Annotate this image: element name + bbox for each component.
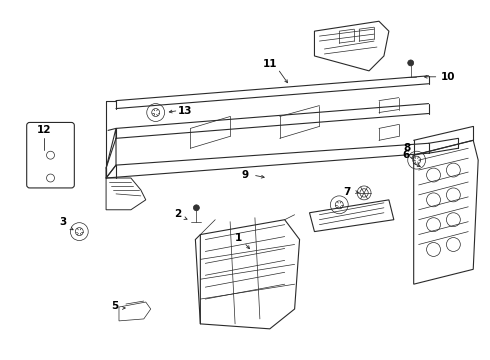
Text: 7: 7 [343, 187, 351, 197]
Text: 3: 3 [60, 217, 67, 227]
Text: 1: 1 [234, 233, 242, 243]
Text: 12: 12 [36, 125, 51, 135]
Text: 13: 13 [178, 105, 193, 116]
Circle shape [194, 205, 199, 211]
Text: 6: 6 [402, 150, 409, 160]
Text: 2: 2 [174, 209, 181, 219]
Text: 10: 10 [441, 72, 456, 82]
Text: 9: 9 [242, 170, 248, 180]
Text: 11: 11 [263, 59, 277, 69]
Text: 5: 5 [111, 301, 119, 311]
Text: 8: 8 [403, 143, 410, 153]
Circle shape [408, 60, 414, 66]
